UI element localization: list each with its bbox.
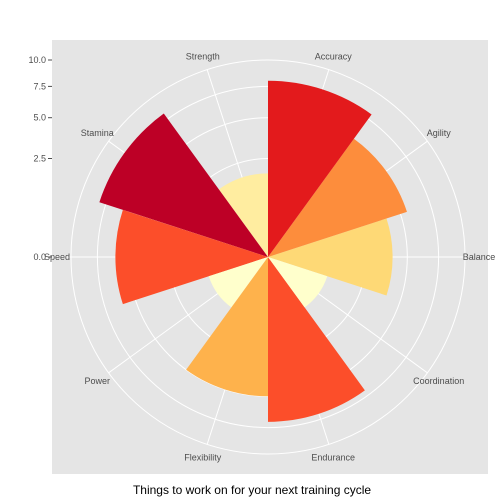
category-label-accuracy: Accuracy — [315, 51, 353, 61]
wedge-accuracy — [268, 80, 372, 257]
wedge-balance — [268, 218, 393, 296]
y-tick-label: 7.5 — [33, 81, 46, 91]
category-label-speed: Speed — [44, 252, 70, 262]
y-tick-label: 10.0 — [28, 55, 46, 65]
bar-layer — [99, 80, 407, 422]
wedge-agility — [268, 138, 407, 257]
wedge-flexibility — [186, 257, 268, 397]
category-label-stamina: Stamina — [81, 128, 114, 138]
y-tick-label: 5.0 — [33, 113, 46, 123]
wedge-endurance — [268, 257, 365, 422]
category-label-flexibility: Flexibility — [184, 453, 222, 463]
category-label-endurance: Endurance — [311, 453, 355, 463]
wedge-strength — [218, 173, 268, 257]
category-label-strength: Strength — [186, 51, 220, 61]
category-label-agility: Agility — [427, 128, 452, 138]
chart-title: Things to work on for your next training… — [132, 483, 372, 497]
category-labels: Balance Agility Accuracy Strength Stamina Spe… — [44, 51, 495, 462]
wedge-power — [208, 257, 268, 308]
category-label-coordination: Coordination — [413, 376, 464, 386]
y-axis-ticks: 0.0 2.5 5.0 7.5 10.0 — [28, 55, 52, 262]
wedge-speed — [115, 209, 268, 305]
category-label-balance: Balance — [463, 252, 496, 262]
wedge-coordination — [268, 257, 328, 308]
y-tick-label: 2.5 — [33, 154, 46, 164]
category-label-power: Power — [85, 376, 111, 386]
wedge-stamina — [99, 113, 268, 257]
y-tick-label: 0.0 — [33, 252, 46, 262]
